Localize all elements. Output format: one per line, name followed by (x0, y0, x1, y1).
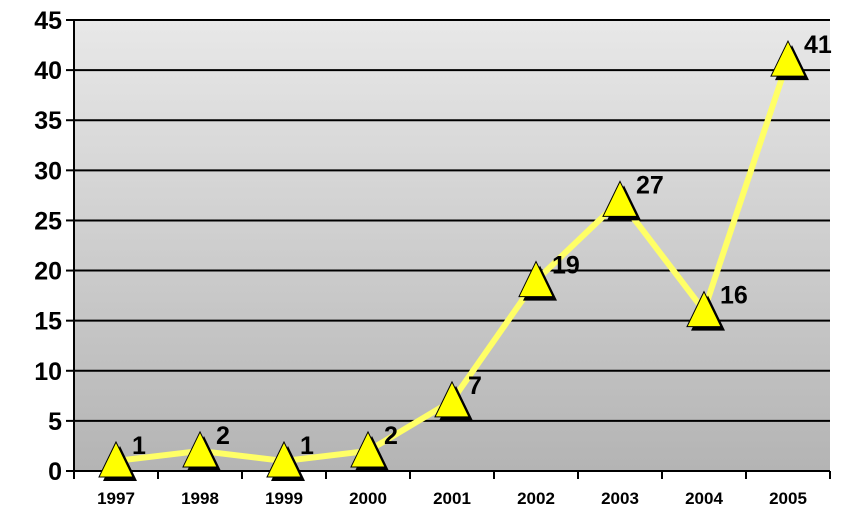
data-label: 1 (132, 432, 146, 460)
y-tick-label: 15 (34, 308, 62, 336)
y-axis-tick-labels: 0 5 10 15 20 25 30 35 40 45 (34, 7, 62, 486)
triangle-marker (434, 380, 473, 421)
y-tick-label: 45 (34, 7, 62, 35)
triangle-marker (686, 290, 725, 331)
y-tick-label: 10 (34, 358, 62, 386)
triangle-marker (266, 440, 305, 481)
y-tick-label: 20 (34, 258, 62, 286)
triangle-marker (350, 430, 389, 471)
x-tick-label: 2000 (349, 489, 387, 508)
data-label: 19 (552, 252, 580, 280)
triangle-marker (182, 430, 221, 471)
data-label: 7 (468, 372, 482, 400)
y-tick-label: 35 (34, 107, 62, 135)
y-tick-label: 30 (34, 157, 62, 185)
data-label: 27 (636, 171, 664, 199)
x-tick-label: 1999 (265, 489, 303, 508)
gridlines (74, 19, 830, 422)
data-label: 2 (216, 422, 230, 450)
y-tick-label: 5 (48, 408, 62, 436)
x-tick-label: 2004 (685, 489, 723, 508)
triangle-marker (770, 39, 809, 81)
x-tick-label: 2003 (601, 489, 639, 508)
data-label: 41 (804, 31, 832, 59)
x-axis-tick-labels: 1997 1998 1999 2000 2001 2002 2003 2004 2005 (97, 489, 807, 508)
x-tick-label: 1997 (97, 489, 135, 508)
y-tick-label: 40 (34, 57, 62, 85)
data-label: 1 (300, 432, 314, 460)
series-markers (98, 39, 809, 481)
x-tick-label: 2002 (517, 489, 555, 508)
x-tick-label: 2001 (433, 489, 471, 508)
x-tick-label: 2005 (769, 489, 807, 508)
x-tick-label: 1998 (181, 489, 219, 508)
y-tick-label: 0 (48, 458, 62, 486)
axes (66, 19, 831, 479)
data-label: 2 (384, 422, 398, 450)
data-label: 16 (720, 282, 748, 310)
triangle-marker (98, 440, 137, 481)
triangle-marker (518, 260, 557, 301)
triangle-marker (602, 180, 641, 221)
y-tick-label: 25 (34, 207, 62, 235)
